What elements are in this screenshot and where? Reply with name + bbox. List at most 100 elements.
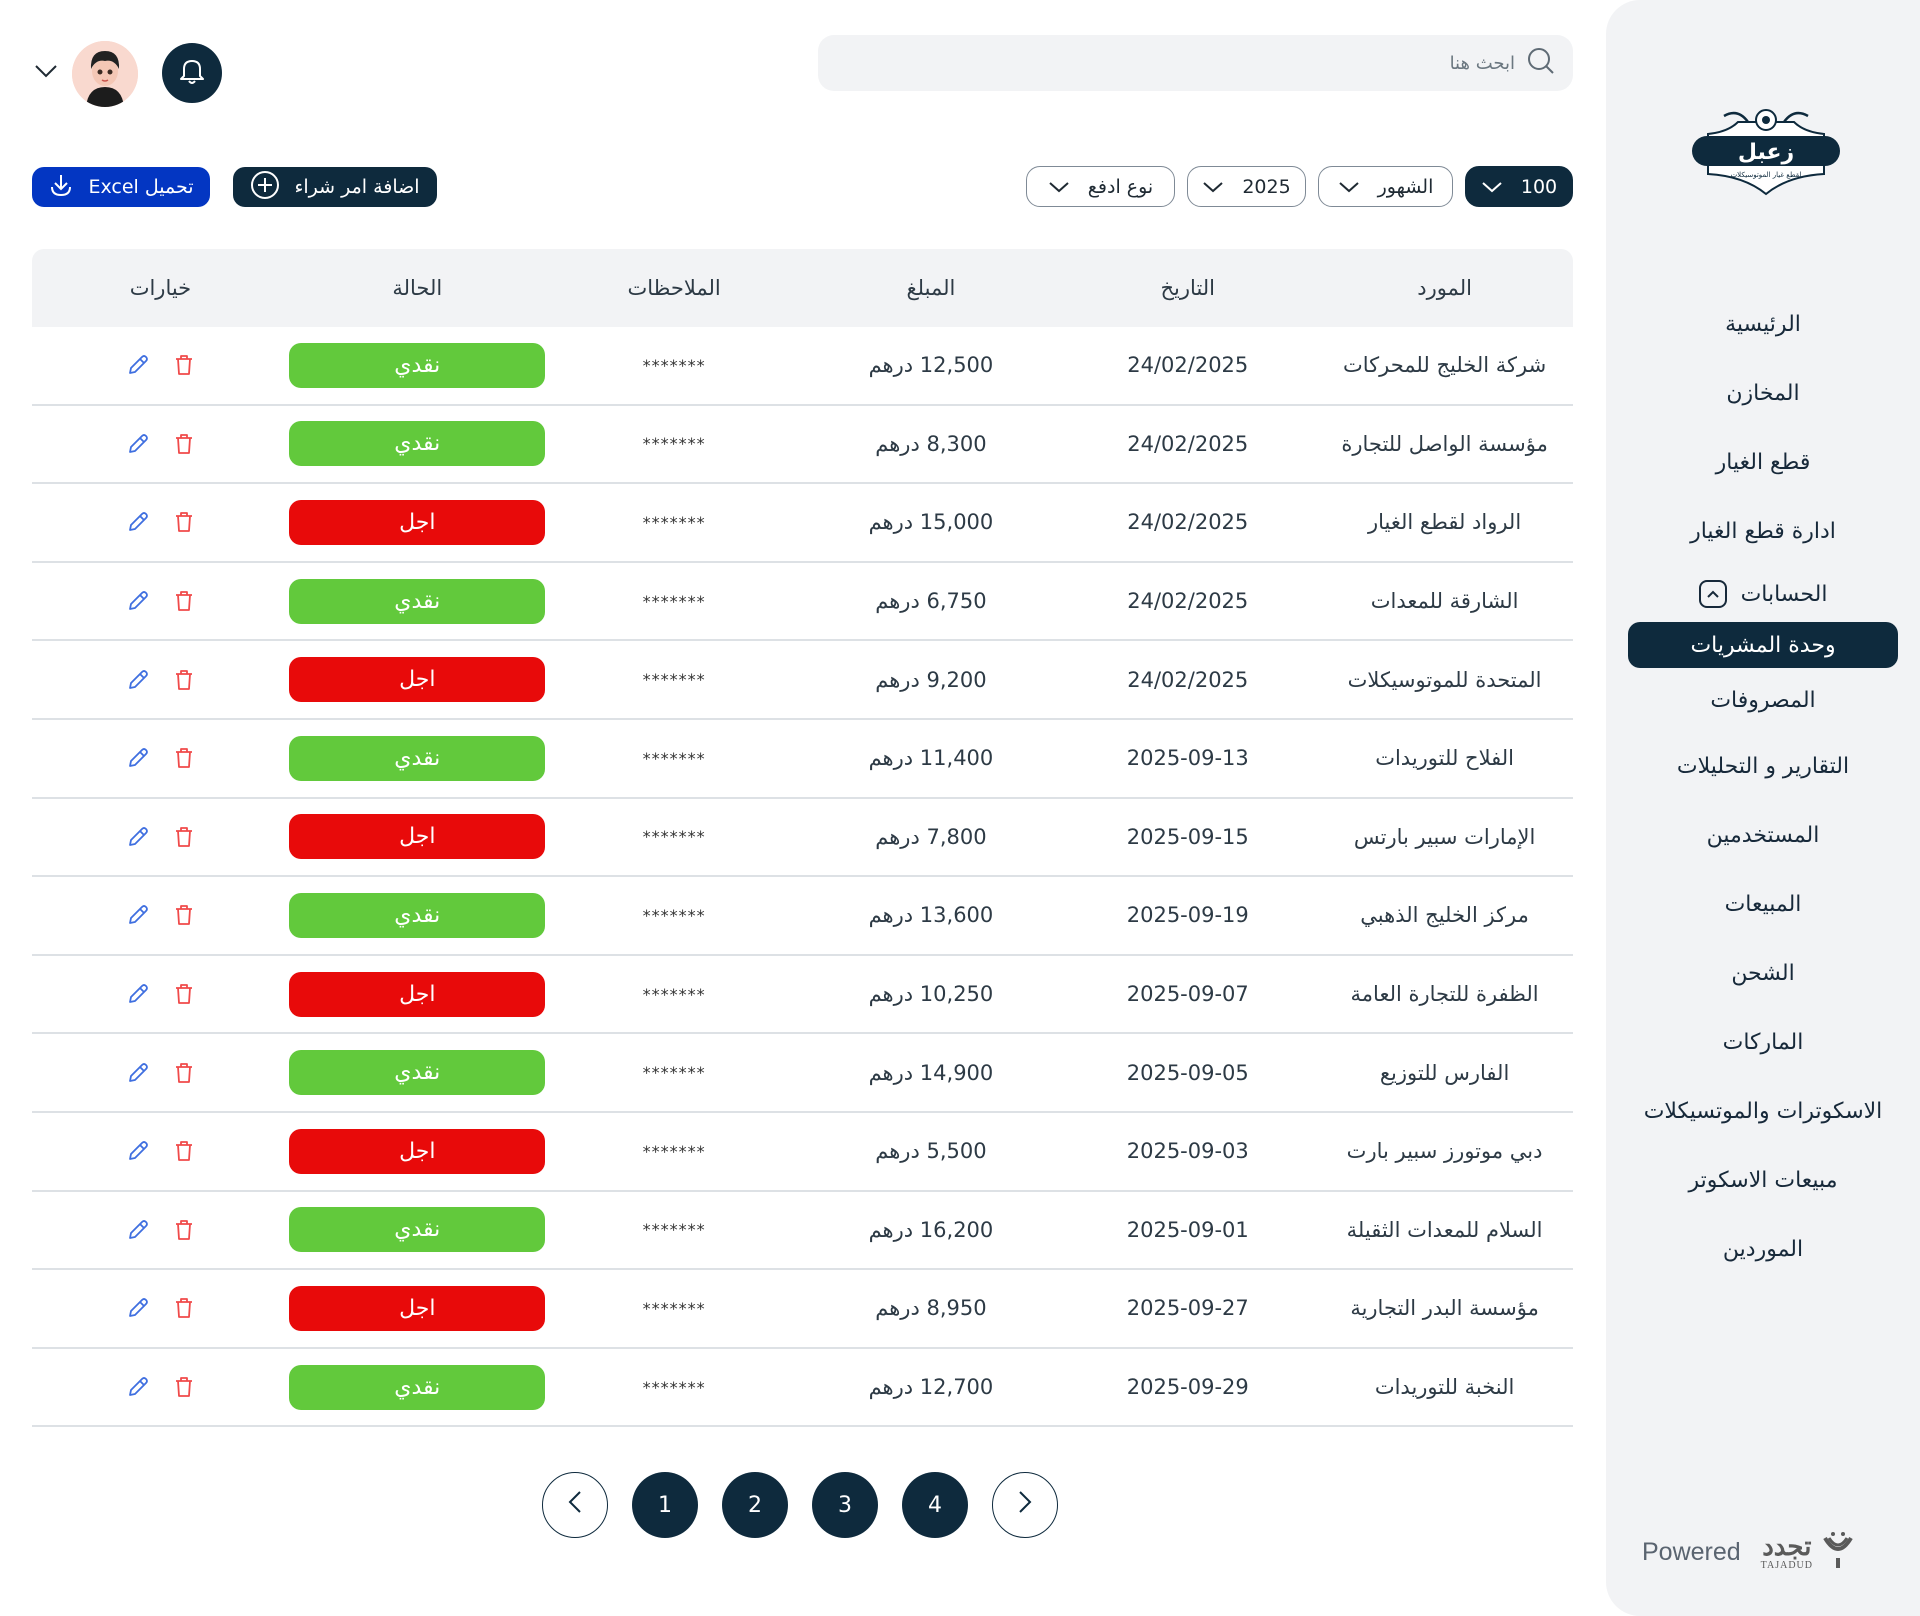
- page-1-button[interactable]: 1: [632, 1472, 698, 1538]
- powered-by: Powered تجدد TAJADUD: [1642, 1530, 1855, 1574]
- delete-icon[interactable]: [174, 826, 194, 848]
- table-row: الرواد لقطع الغيار 24/02/2025 15,000 دره…: [32, 484, 1573, 563]
- table-row: الظفرة للتجارة العامة 2025-09-07 10,250 …: [32, 956, 1573, 1035]
- chevron-up-icon[interactable]: [1698, 580, 1727, 608]
- sidebar-item-shipping[interactable]: الشحن: [1606, 939, 1920, 1008]
- page-4-button[interactable]: 4: [902, 1472, 968, 1538]
- delete-icon[interactable]: [174, 669, 194, 691]
- download-excel-button[interactable]: تحميل Excel: [32, 167, 210, 207]
- sidebar-item-expenses[interactable]: المصروفات: [1606, 668, 1920, 732]
- cell-status: اجل: [289, 814, 546, 860]
- cell-status: اجل: [289, 971, 546, 1017]
- edit-icon[interactable]: [126, 982, 150, 1006]
- delete-icon[interactable]: [174, 433, 194, 455]
- page-2-button[interactable]: 2: [722, 1472, 788, 1538]
- edit-icon[interactable]: [126, 353, 150, 377]
- page-size-value: 100: [1520, 175, 1558, 198]
- sidebar-item-label: ادارة قطع الغيار: [1690, 519, 1836, 544]
- delete-icon[interactable]: [174, 983, 194, 1005]
- sidebar-item-spare-parts[interactable]: قطع الغيار: [1606, 428, 1920, 497]
- delete-icon[interactable]: [174, 1062, 194, 1084]
- cell-options: [32, 1218, 289, 1242]
- cell-amount: 5,500 درهم: [875, 1139, 987, 1164]
- delete-icon[interactable]: [174, 1219, 194, 1241]
- sidebar-item-sales[interactable]: المبيعات: [1606, 870, 1920, 939]
- delete-icon[interactable]: [174, 590, 194, 612]
- prev-page-button[interactable]: [542, 1472, 608, 1538]
- delete-icon[interactable]: [174, 1140, 194, 1162]
- cell-date: 24/02/2025: [1127, 589, 1249, 614]
- cell-amount: 8,300 درهم: [875, 431, 987, 456]
- sidebar-item-label: الحسابات: [1740, 581, 1828, 607]
- delete-icon[interactable]: [174, 1376, 194, 1398]
- edit-icon[interactable]: [126, 1218, 150, 1242]
- add-purchase-order-button[interactable]: اضافة امر شراء: [233, 167, 437, 207]
- months-select[interactable]: الشهور: [1318, 166, 1453, 207]
- cell-options: [32, 982, 289, 1006]
- search-bar[interactable]: [818, 35, 1573, 91]
- sidebar-item-accounts[interactable]: الحسابات: [1606, 566, 1920, 622]
- sidebar-item-purchases-unit[interactable]: وحدة المشريات: [1628, 622, 1898, 668]
- sidebar-item-label: التقارير و التحليلات: [1676, 754, 1850, 779]
- avatar[interactable]: [72, 41, 138, 107]
- edit-icon[interactable]: [126, 510, 150, 534]
- brand-logo[interactable]: زعبل لقطع غيار الموتوسيكلات: [1688, 102, 1844, 198]
- user-menu-toggle[interactable]: [34, 63, 58, 82]
- sidebar-item-label: المخازن: [1726, 381, 1800, 406]
- chevron-down-icon: [1481, 176, 1503, 198]
- sidebar: زعبل لقطع غيار الموتوسيكلات الرئيسية الم…: [1606, 0, 1920, 1616]
- sidebar-item-scooter-sales[interactable]: مبيعات الاسكوتر: [1606, 1146, 1920, 1215]
- sidebar-item-home[interactable]: الرئيسية: [1606, 290, 1920, 359]
- status-badge: اجل: [289, 971, 546, 1017]
- powered-label: Powered: [1642, 1537, 1741, 1566]
- edit-icon[interactable]: [126, 1139, 150, 1163]
- delete-icon[interactable]: [174, 904, 194, 926]
- edit-icon[interactable]: [126, 746, 150, 770]
- notifications-button[interactable]: [162, 43, 222, 103]
- sidebar-item-scooters-motorcycles[interactable]: الاسكوترات والموتسيكلات: [1606, 1077, 1920, 1146]
- next-page-button[interactable]: [992, 1472, 1058, 1538]
- cell-date: 2025-09-15: [1126, 824, 1249, 849]
- sidebar-item-brands[interactable]: الماركات: [1606, 1008, 1920, 1077]
- delete-icon[interactable]: [174, 1297, 194, 1319]
- page-3-button[interactable]: 3: [812, 1472, 878, 1538]
- page-size-select[interactable]: 100: [1465, 166, 1573, 207]
- edit-icon[interactable]: [126, 589, 150, 613]
- edit-icon[interactable]: [126, 825, 150, 849]
- cell-amount: 7,800 درهم: [875, 824, 987, 849]
- sidebar-item-suppliers[interactable]: الموردين: [1606, 1215, 1920, 1284]
- sidebar-item-users[interactable]: المستخدمين: [1606, 801, 1920, 870]
- status-badge: اجل: [289, 814, 546, 860]
- cell-status: اجل: [289, 499, 546, 545]
- sidebar-item-reports[interactable]: التقارير و التحليلات: [1606, 732, 1920, 801]
- edit-icon[interactable]: [126, 668, 150, 692]
- table-row: الإمارات سبير بارتس 2025-09-15 7,800 دره…: [32, 799, 1573, 878]
- cell-date: 24/02/2025: [1127, 510, 1249, 535]
- sidebar-item-label: وحدة المشريات: [1690, 632, 1836, 658]
- cell-options: [32, 1139, 289, 1163]
- table-row: دبي موتورز سبير بارت 2025-09-03 5,500 در…: [32, 1113, 1573, 1192]
- delete-icon[interactable]: [174, 511, 194, 533]
- sidebar-item-label: المستخدمين: [1706, 823, 1820, 848]
- edit-icon[interactable]: [126, 1061, 150, 1085]
- status-badge: نقدي: [289, 1050, 546, 1096]
- search-input[interactable]: [915, 52, 1515, 74]
- cell-notes: *******: [642, 434, 706, 454]
- delete-icon[interactable]: [174, 354, 194, 376]
- cell-date: 2025-09-05: [1126, 1060, 1249, 1085]
- tajadud-logo[interactable]: تجدد TAJADUD: [1761, 1530, 1855, 1574]
- cell-date: 2025-09-07: [1126, 982, 1249, 1007]
- chevron-down-icon: [1338, 176, 1360, 198]
- edit-icon[interactable]: [126, 432, 150, 456]
- payment-type-select[interactable]: نوع ادفع: [1026, 166, 1175, 207]
- sidebar-item-warehouses[interactable]: المخازن: [1606, 359, 1920, 428]
- edit-icon[interactable]: [126, 1375, 150, 1399]
- sidebar-item-label: الاسكوترات والموتسيكلات: [1643, 1099, 1883, 1124]
- edit-icon[interactable]: [126, 1296, 150, 1320]
- delete-icon[interactable]: [174, 747, 194, 769]
- edit-icon[interactable]: [126, 903, 150, 927]
- sidebar-item-spare-parts-management[interactable]: ادارة قطع الغيار: [1606, 497, 1920, 566]
- table-row: السلام للمعدات الثقيلة 2025-09-01 16,200…: [32, 1192, 1573, 1271]
- year-select[interactable]: 2025: [1187, 166, 1306, 207]
- tajadud-english: TAJADUD: [1760, 1559, 1813, 1571]
